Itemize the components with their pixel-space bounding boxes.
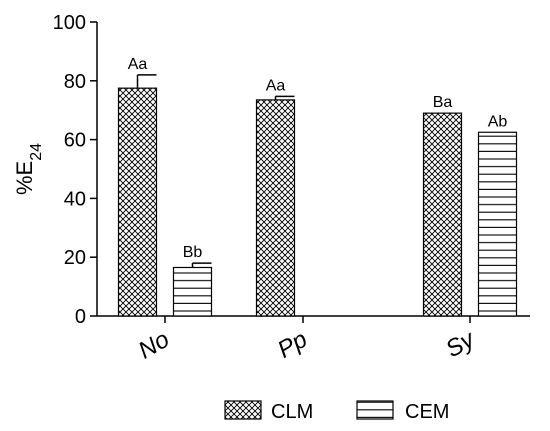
x-tick-label: Pp: [273, 326, 312, 364]
y-axis-label: %E24: [12, 143, 45, 195]
bars: [117, 74, 518, 317]
bar-clm-sy: [422, 112, 463, 317]
bar-annotations: Aa Aa Ba Bb Ab: [128, 56, 508, 261]
bar-cem-sy: [477, 131, 518, 317]
x-axis: No Pp Sy: [97, 315, 530, 365]
y-axis-label-subscript: 24: [28, 143, 45, 161]
bar-annotation: Aa: [128, 56, 148, 73]
legend-item-clm: CLM: [224, 400, 313, 423]
y-tick-label: 100: [53, 12, 86, 34]
y-tick-label: 20: [64, 247, 86, 269]
legend: CLM CEM: [224, 400, 449, 423]
y-tick-label: 40: [64, 188, 86, 210]
y-ticks: 0 20 40 60 80 100: [53, 12, 97, 328]
y-tick-label: 60: [64, 130, 86, 152]
legend-item-cem: CEM: [356, 400, 449, 423]
bar-cem-no: [172, 266, 213, 317]
y-tick-label: 0: [75, 306, 86, 328]
legend-swatch-clm: [224, 400, 262, 420]
bar-annotation: Bb: [183, 244, 203, 261]
y-axis: 0 20 40 60 80 100 %E24: [12, 12, 98, 328]
bar-annotation: Ab: [488, 113, 508, 130]
legend-label-cem: CEM: [405, 401, 449, 423]
x-tick-label: Sy: [441, 325, 480, 363]
legend-label-clm: CLM: [271, 401, 313, 423]
x-ticks: No Pp Sy: [134, 316, 481, 365]
bar-annotation: Ba: [433, 94, 453, 111]
bar-annotation: Aa: [266, 77, 286, 94]
bar-clm-no: [117, 87, 158, 317]
bar-clm-pp: [255, 99, 296, 317]
legend-swatch-cem: [356, 400, 394, 420]
y-tick-label: 80: [64, 71, 86, 93]
x-tick-label: No: [134, 326, 174, 365]
